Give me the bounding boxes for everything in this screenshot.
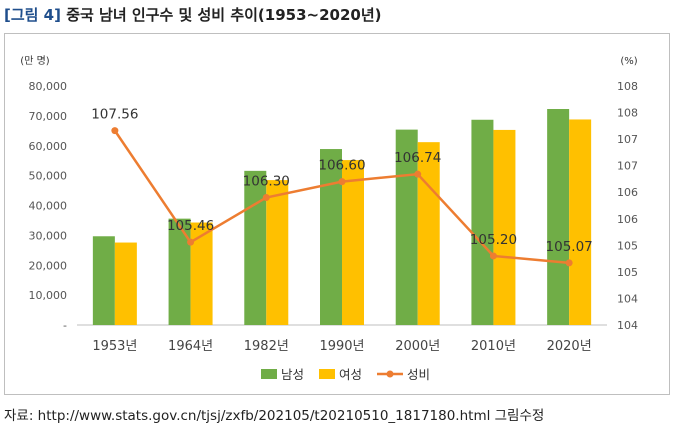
- data-label-sex-ratio: 107.56: [91, 107, 138, 123]
- data-label-sex-ratio: 106.74: [394, 150, 441, 166]
- y-right-unit: (%): [620, 56, 637, 67]
- data-label-sex-ratio: 105.07: [546, 239, 593, 255]
- line-point: [111, 127, 119, 135]
- figure-number: [그림 4]: [4, 6, 61, 24]
- bar-female: [342, 160, 364, 325]
- y-right-tick-label: 107: [617, 160, 638, 173]
- x-tick-label: 1964년: [168, 339, 213, 354]
- y-right-tick-label: 105: [617, 266, 638, 279]
- bar-male: [547, 109, 570, 325]
- y-left-tick-label: 80,000: [29, 80, 68, 93]
- bar-male: [92, 236, 115, 325]
- y-right-tick-label: 108: [617, 80, 638, 93]
- x-tick-label: 1982년: [244, 339, 289, 354]
- legend-swatch-male: [261, 369, 277, 379]
- y-right-tick-label: 104: [617, 292, 638, 305]
- x-tick-label: 2000년: [395, 339, 440, 354]
- y-right-tick-label: 105: [617, 239, 638, 252]
- bar-male: [244, 170, 267, 325]
- data-label-sex-ratio: 105.20: [470, 232, 517, 248]
- y-right-tick-label: 108: [617, 107, 638, 120]
- data-label-sex-ratio: 106.60: [318, 158, 365, 174]
- data-label-sex-ratio: 106.30: [243, 174, 290, 190]
- figure-title: [그림 4] 중국 남녀 인구수 및 성비 추이(1953~2020년): [4, 4, 382, 28]
- y-left-tick-label: 10,000: [29, 289, 68, 302]
- data-label-sex-ratio: 105.46: [167, 218, 214, 234]
- figure-title-text: 중국 남녀 인구수 및 성비 추이(1953~2020년): [66, 6, 382, 24]
- bar-female: [190, 222, 213, 325]
- y-right-tick-label: 107: [617, 133, 638, 146]
- bar-female: [114, 242, 137, 325]
- bar-male: [168, 218, 191, 325]
- x-tick-label: 2010년: [471, 339, 516, 354]
- line-point: [338, 178, 346, 186]
- bar-female: [569, 119, 592, 326]
- source-note: 자료: http://www.stats.gov.cn/tjsj/zxfb/20…: [4, 408, 545, 424]
- line-point: [262, 194, 270, 202]
- bar-female: [493, 129, 516, 325]
- chart-svg: (만 명) - 10,000 20,000 30,000 40,000 50,000 60,0…: [20, 55, 638, 382]
- y-right-tick-label: 106: [617, 213, 638, 226]
- line-point: [187, 238, 195, 246]
- legend-swatch-female: [319, 369, 335, 379]
- y-left-tick-label: 70,000: [29, 110, 68, 123]
- legend-label-male: 남성: [281, 367, 304, 382]
- y-right-tick-label: 104: [617, 319, 638, 332]
- y-left-tick-label: 20,000: [29, 259, 68, 272]
- legend-label-sex-ratio: 성비: [407, 367, 430, 382]
- bar-female: [417, 142, 440, 325]
- y-left-tick-label: -: [63, 319, 67, 332]
- y-left-tick-label: 50,000: [29, 170, 68, 183]
- line-point: [565, 259, 573, 267]
- bar-female: [266, 180, 289, 325]
- x-tick-label: 1990년: [319, 339, 364, 354]
- y-left-tick-label: 60,000: [29, 140, 68, 153]
- bar-male: [395, 129, 418, 325]
- legend-label-female: 여성: [339, 367, 362, 382]
- chart-frame: (만 명) - 10,000 20,000 30,000 40,000 50,000 60,0…: [4, 33, 670, 395]
- line-point: [414, 170, 422, 178]
- line-point: [489, 252, 497, 260]
- y-right-tick-label: 106: [617, 186, 638, 199]
- legend-marker-sex-ratio: [386, 370, 394, 378]
- y-left-unit: (만 명): [20, 55, 49, 67]
- y-left-tick-label: 30,000: [29, 229, 68, 242]
- bar-male: [471, 119, 494, 325]
- x-tick-label: 1953년: [92, 339, 137, 354]
- bar-male: [320, 149, 342, 325]
- x-tick-label: 2020년: [547, 339, 592, 354]
- y-left-tick-label: 40,000: [29, 200, 68, 213]
